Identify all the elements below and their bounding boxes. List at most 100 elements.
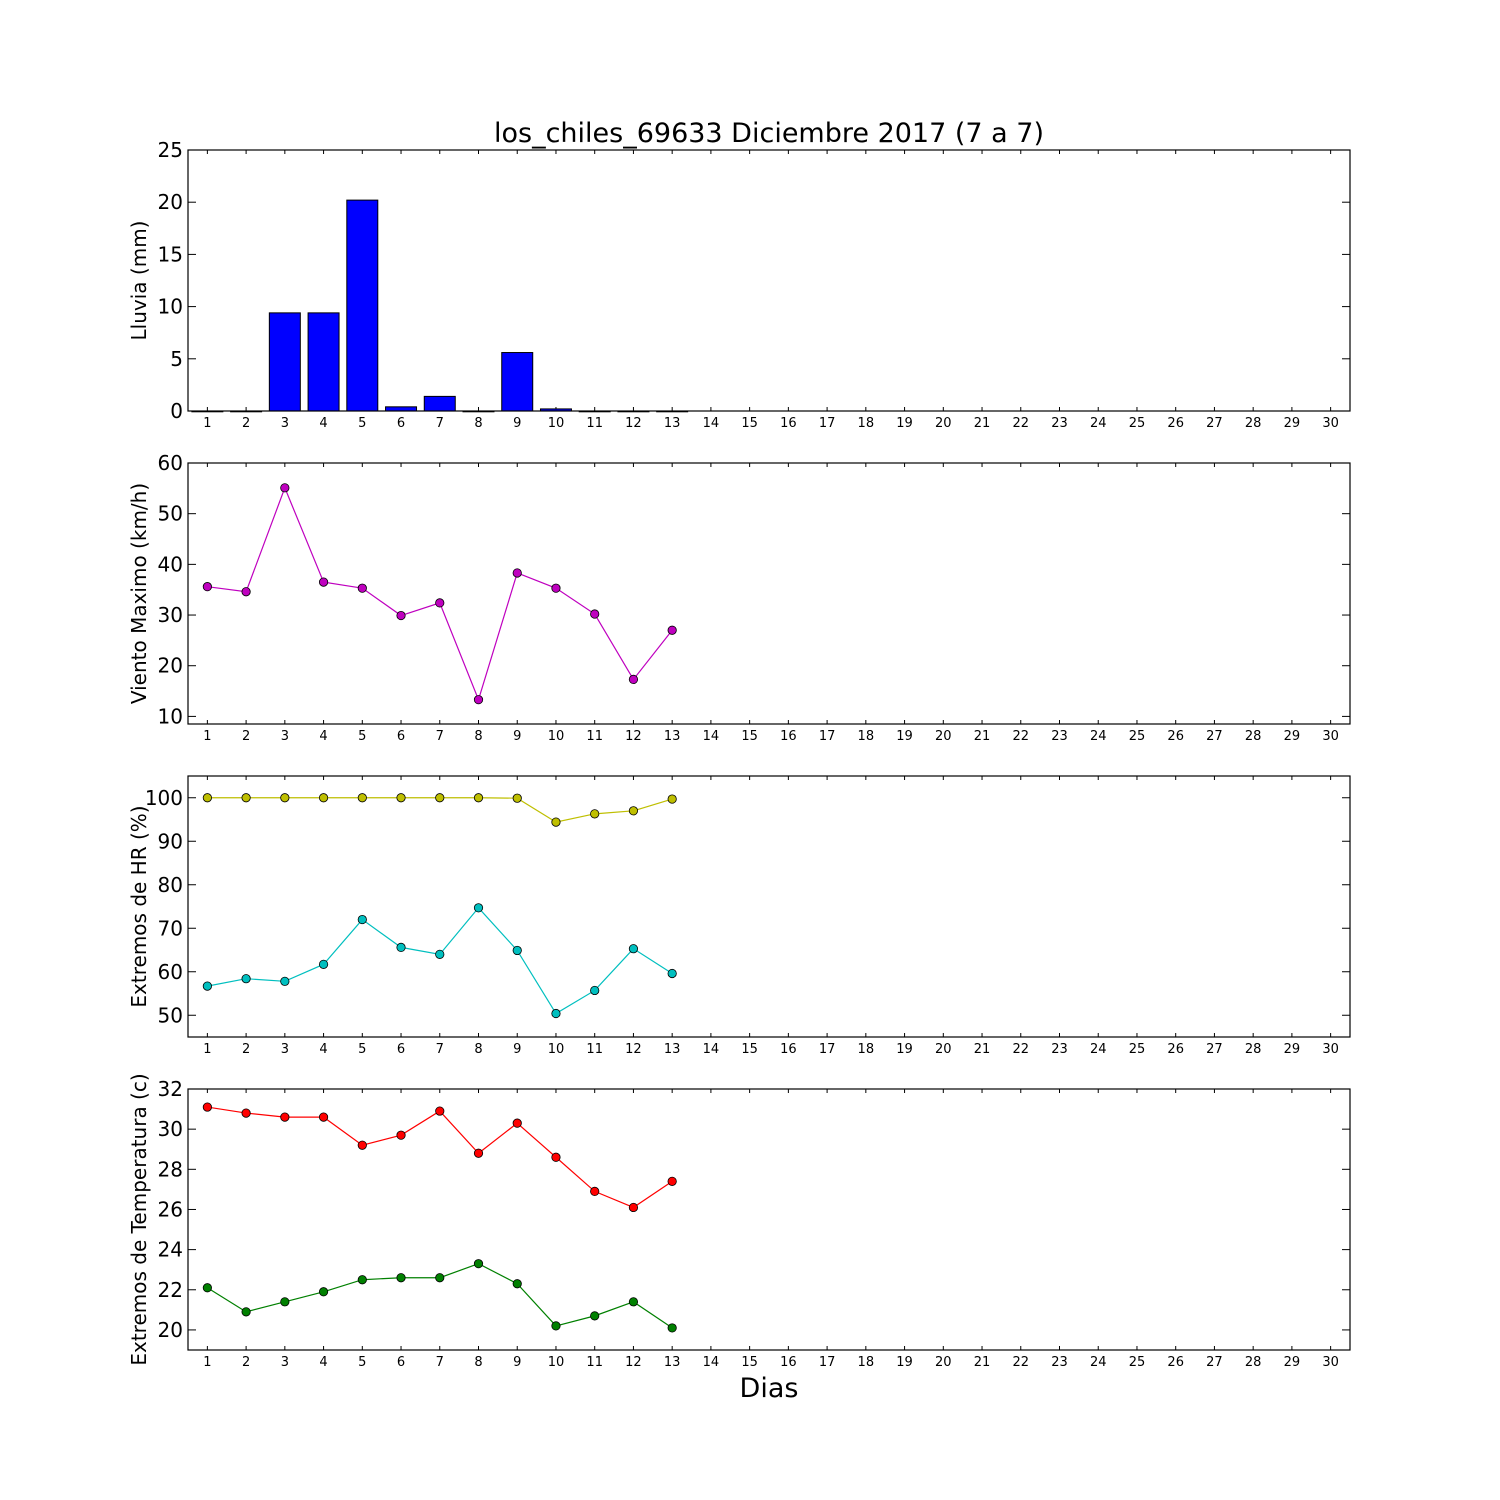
series-2-point-day-1 (202, 1283, 212, 1293)
x-tick-label: 21 (974, 1355, 991, 1370)
series-2-point-day-3 (280, 976, 290, 986)
x-tick-label: 13 (664, 729, 681, 744)
bar-day-6 (385, 406, 418, 412)
x-tick-label: 18 (858, 1042, 875, 1057)
x-tick-label: 7 (436, 729, 444, 744)
x-tick-label: 20 (935, 1042, 952, 1057)
x-tick-label: 22 (1012, 1355, 1029, 1370)
x-tick-label: 29 (1284, 416, 1301, 431)
x-tick-label: 14 (703, 729, 720, 744)
y-tick-label: 32 (158, 1077, 183, 1101)
series-1-point-day-3 (280, 793, 290, 803)
series-2-point-day-3 (280, 1297, 290, 1307)
x-tick-label: 2 (242, 1355, 250, 1370)
y-tick-label: 20 (158, 1318, 183, 1342)
x-tick-label: 3 (281, 729, 289, 744)
x-tick-label: 1 (203, 729, 211, 744)
x-tick-label: 7 (436, 416, 444, 431)
series-1-line (207, 486, 673, 702)
x-tick-label: 4 (319, 729, 327, 744)
x-tick-label: 2 (242, 416, 250, 431)
series-2-point-day-10 (551, 1321, 561, 1331)
x-tick-label: 3 (281, 1042, 289, 1057)
plot-frame (187, 462, 1351, 725)
x-tick-label: 21 (974, 729, 991, 744)
x-tick-label: 27 (1206, 1355, 1223, 1370)
y-tick-label: 0 (170, 399, 183, 423)
x-tick-label: 12 (625, 1042, 642, 1057)
y-tick-label: 30 (158, 603, 183, 627)
x-tick-label: 9 (513, 1355, 521, 1370)
y-tick-label: 70 (158, 916, 183, 940)
x-tick-label: 6 (397, 416, 405, 431)
x-tick-label: 29 (1284, 729, 1301, 744)
x-tick-label: 8 (474, 729, 482, 744)
series-1-point-day-4 (318, 577, 329, 587)
series-1-point-day-12 (628, 806, 639, 816)
series-1-point-day-6 (396, 1130, 406, 1140)
series-2-point-day-8 (473, 1259, 484, 1269)
x-tick-label: 29 (1284, 1042, 1301, 1057)
series-1-point-day-10 (551, 1152, 561, 1162)
series-2-point-day-12 (628, 1297, 639, 1307)
x-tick-label: 5 (358, 1355, 366, 1370)
x-tick-label: 25 (1129, 729, 1146, 744)
x-tick-label: 19 (896, 1355, 913, 1370)
x-tick-label: 24 (1090, 1355, 1107, 1370)
x-tick-label: 7 (436, 1042, 444, 1057)
series-1-point-day-9 (512, 793, 522, 803)
x-tick-label: 24 (1090, 1042, 1107, 1057)
bar-day-3 (268, 312, 301, 412)
x-tick-label: 16 (780, 416, 797, 431)
series-1-point-day-2 (241, 793, 251, 803)
x-tick-label: 11 (586, 1355, 603, 1370)
x-tick-label: 3 (281, 1355, 289, 1370)
series-1-point-day-9 (512, 568, 522, 578)
series-1-point-day-12 (628, 674, 639, 685)
x-tick-label: 23 (1051, 1355, 1068, 1370)
x-tick-label: 30 (1322, 1355, 1339, 1370)
plot-frame (187, 149, 1351, 412)
x-tick-label: 18 (858, 1355, 875, 1370)
series-2-point-day-13 (667, 1323, 677, 1333)
series-1-point-day-11 (590, 609, 600, 619)
x-tick-label: 6 (397, 729, 405, 744)
x-tick-label: 8 (474, 1042, 482, 1057)
series-1-point-day-7 (435, 1106, 445, 1116)
x-tick-label: 15 (741, 1355, 758, 1370)
x-tick-label: 17 (819, 729, 836, 744)
x-tick-label: 14 (703, 1042, 720, 1057)
x-tick-label: 10 (548, 1042, 565, 1057)
x-tick-label: 27 (1206, 416, 1223, 431)
y-tick-label: 10 (158, 704, 183, 728)
series-1-point-day-3 (280, 483, 290, 493)
y-tick-label: 80 (158, 873, 183, 897)
x-tick-label: 9 (513, 729, 521, 744)
y-tick-label: 50 (158, 502, 183, 526)
y-tick-label: 15 (158, 242, 183, 266)
y-tick-label: 20 (158, 654, 183, 678)
x-tick-label: 5 (358, 1042, 366, 1057)
bar-day-5 (346, 199, 379, 412)
y-tick-label: 10 (158, 295, 183, 319)
series-2-point-day-6 (396, 942, 406, 952)
x-tick-label: 4 (319, 1355, 327, 1370)
x-tick-label: 19 (896, 416, 913, 431)
x-tick-label: 6 (397, 1042, 405, 1057)
x-tick-label: 11 (586, 416, 603, 431)
series-2-point-day-4 (318, 1287, 329, 1297)
x-tick-label: 8 (474, 1355, 482, 1370)
panel-2-viento-maximo-km-h: 1 2 3 4 5 6 7 8 9 10 11 12 13 14 15 16 17 18 19 20 21 22 23 24 2… (127, 451, 1351, 744)
series-1-point-day-4 (318, 793, 329, 803)
x-tick-label: 28 (1245, 416, 1262, 431)
series-2-point-day-4 (318, 959, 329, 969)
x-tick-label: 14 (703, 416, 720, 431)
x-tick-label: 23 (1051, 416, 1068, 431)
y-tick-label: 25 (158, 138, 183, 162)
y-axis-label: Extremos de Temperatura (c) (127, 1073, 151, 1365)
x-tick-label: 27 (1206, 729, 1223, 744)
y-tick-label: 5 (170, 347, 183, 371)
x-tick-label: 25 (1129, 1042, 1146, 1057)
x-tick-label: 27 (1206, 1042, 1223, 1057)
y-tick-label: 50 (158, 1003, 183, 1027)
